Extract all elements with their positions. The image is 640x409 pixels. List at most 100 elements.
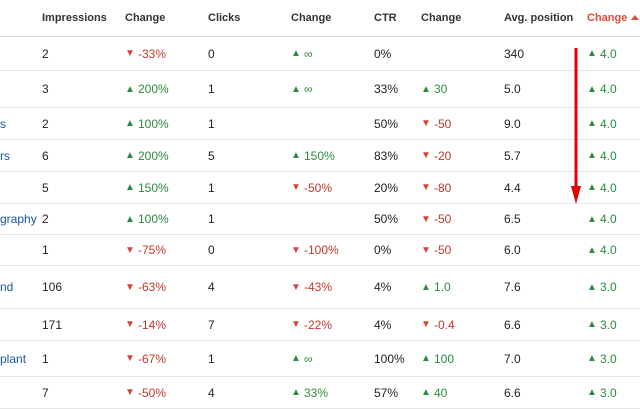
arrow-up-icon: ▲ — [125, 182, 135, 193]
ctr-cell: 57% — [374, 385, 399, 400]
ctr-change-cell: ▼ -80 — [421, 172, 451, 203]
query-link[interactable]: rs — [0, 148, 10, 163]
arrow-up-icon: ▲ — [587, 213, 597, 225]
header-ctr[interactable]: CTR — [374, 12, 397, 24]
position-change-cell: ▲ 3.0 — [587, 266, 617, 308]
header-clicks-change[interactable]: Change — [291, 12, 332, 24]
clicks-cell: 4 — [208, 385, 215, 400]
position-change-cell-value: 4.0 — [600, 46, 617, 61]
ctr-change-cell: ▼ -0.4 — [421, 309, 455, 340]
arrow-up-icon: ▲ — [587, 83, 597, 95]
impressions-change-cell-value: -14% — [138, 317, 167, 332]
impressions-change-cell: ▼ -33% — [125, 37, 166, 70]
ctr-change-cell: ▼ -50 — [421, 235, 451, 265]
position-change-cell: ▲ 3.0 — [587, 377, 617, 408]
impressions-change-cell-value: 150% — [138, 180, 169, 195]
impressions-change-cell: ▲ 150% — [125, 172, 169, 203]
clicks-change-cell-value: -43% — [304, 280, 333, 294]
clicks-change-cell: ▼ -43% — [291, 266, 332, 308]
arrow-up-icon: ▲ — [587, 387, 597, 398]
avg-position-cell: 4.4 — [504, 180, 521, 195]
query-link[interactable]: plant — [0, 351, 27, 366]
impressions-cell: 7 — [42, 385, 49, 400]
table-row[interactable]: plant 1 ▼ -67% 1 ▲ ∞ 100% ▲ 100 7.0 ▲ 3.0 — [0, 341, 640, 377]
arrow-up-icon: ▲ — [587, 244, 597, 256]
impressions-change-cell-value: 100% — [138, 116, 169, 131]
table-row[interactable]: 3 ▲ 200% 1 ▲ ∞ 33% ▲ 30 5.0 ▲ 4.0 — [0, 71, 640, 108]
impressions-change-cell-value: 100% — [138, 212, 169, 226]
arrow-up-icon: ▲ — [291, 387, 301, 398]
ctr-change-cell: ▲ 30 — [421, 71, 447, 107]
impressions-cell: 1 — [42, 243, 49, 257]
table-row[interactable]: rs 6 ▲ 200% 5 ▲ 150% 83% ▼ -20 5.7 ▲ 4.0 — [0, 140, 640, 172]
header-position-change-label: Change — [587, 12, 628, 24]
arrow-down-icon: ▼ — [291, 281, 301, 293]
ctr-change-cell-value: 40 — [434, 385, 448, 400]
ctr-change-cell-value: -50 — [434, 212, 452, 226]
clicks-cell: 5 — [208, 148, 215, 163]
table-row[interactable]: 171 ▼ -14% 7 ▼ -22% 4% ▼ -0.4 6.6 ▲ 3.0 — [0, 309, 640, 341]
header-position-change[interactable]: Change — [587, 0, 640, 36]
position-change-cell: ▲ 4.0 — [587, 172, 617, 203]
arrow-up-icon: ▲ — [125, 83, 135, 95]
arrow-up-icon: ▲ — [587, 319, 597, 330]
table-row[interactable]: nd 106 ▼ -63% 4 ▼ -43% 4% ▲ 1.0 7.6 ▲ 3.0 — [0, 266, 640, 309]
arrow-down-icon: ▼ — [125, 319, 135, 330]
position-change-cell-value: 4.0 — [600, 180, 617, 195]
header-ctr-change[interactable]: Change — [421, 12, 462, 24]
clicks-change-cell-value: -22% — [304, 317, 333, 332]
header-impressions[interactable]: Impressions — [42, 12, 107, 24]
table-row[interactable]: 1 ▼ -75% 0 ▼ -100% 0% ▼ -50 6.0 ▲ 4.0 — [0, 235, 640, 266]
ctr-change-cell: ▲ 100 — [421, 341, 454, 376]
arrow-down-icon: ▼ — [421, 244, 431, 256]
ctr-cell: 4% — [374, 317, 392, 332]
ctr-cell: 50% — [374, 116, 399, 131]
ctr-cell: 100% — [374, 351, 405, 366]
table-row[interactable]: graphy 2 ▲ 100% 1 50% ▼ -50 6.5 ▲ 4.0 — [0, 204, 640, 235]
ctr-change-cell-value: 100 — [434, 351, 455, 366]
impressions-cell: 2 — [42, 116, 49, 131]
ctr-cell: 33% — [374, 82, 399, 96]
ctr-cell: 83% — [374, 148, 399, 163]
table-row[interactable]: 7 ▼ -50% 4 ▲ 33% 57% ▲ 40 6.6 ▲ 3.0 — [0, 377, 640, 409]
table-row[interactable]: 2 ▼ -33% 0 ▲ ∞ 0% 340 ▲ 4.0 — [0, 37, 640, 71]
ctr-change-cell-value: -80 — [434, 180, 452, 195]
ctr-cell: 0% — [374, 243, 392, 257]
clicks-change-cell: ▼ -50% — [291, 172, 332, 203]
impressions-cell: 3 — [42, 82, 49, 96]
table-row[interactable]: s 2 ▲ 100% 1 50% ▼ -50 9.0 ▲ 4.0 — [0, 108, 640, 140]
position-change-cell: ▲ 4.0 — [587, 235, 617, 265]
query-link[interactable]: nd — [0, 280, 14, 294]
impressions-change-cell: ▼ -63% — [125, 266, 166, 308]
position-change-cell: ▲ 4.0 — [587, 71, 617, 107]
arrow-down-icon: ▼ — [421, 182, 431, 193]
avg-position-cell: 7.0 — [504, 351, 521, 366]
query-link[interactable]: graphy — [0, 212, 37, 226]
arrow-down-icon: ▼ — [125, 244, 135, 256]
query-link[interactable]: s — [0, 116, 6, 131]
header-avg-position[interactable]: Avg. position — [504, 12, 574, 24]
ctr-change-cell-value: 30 — [434, 82, 448, 96]
clicks-change-cell: ▲ ∞ — [291, 341, 313, 376]
header-impressions-change[interactable]: Change — [125, 12, 166, 24]
arrow-down-icon: ▼ — [125, 387, 135, 398]
ctr-cell: 50% — [374, 212, 399, 226]
arrow-up-icon: ▲ — [421, 83, 431, 95]
clicks-change-cell-value: -100% — [304, 243, 339, 257]
arrow-up-icon: ▲ — [125, 213, 135, 225]
arrow-down-icon: ▼ — [125, 353, 135, 364]
arrow-up-icon: ▲ — [587, 118, 597, 129]
arrow-down-icon: ▼ — [125, 281, 135, 293]
arrow-up-icon: ▲ — [291, 353, 301, 364]
impressions-change-cell: ▼ -67% — [125, 341, 166, 376]
clicks-change-cell: ▲ 150% — [291, 140, 335, 171]
impressions-change-cell: ▲ 200% — [125, 71, 169, 107]
avg-position-cell: 5.0 — [504, 82, 521, 96]
position-change-cell: ▲ 4.0 — [587, 108, 617, 139]
table-row[interactable]: 5 ▲ 150% 1 ▼ -50% 20% ▼ -80 4.4 ▲ 4.0 — [0, 172, 640, 204]
header-clicks[interactable]: Clicks — [208, 12, 241, 24]
impressions-cell: 171 — [42, 317, 63, 332]
ctr-change-cell: ▼ -50 — [421, 204, 451, 234]
ctr-change-cell-value: -50 — [434, 116, 452, 131]
impressions-change-cell: ▲ 200% — [125, 140, 169, 171]
